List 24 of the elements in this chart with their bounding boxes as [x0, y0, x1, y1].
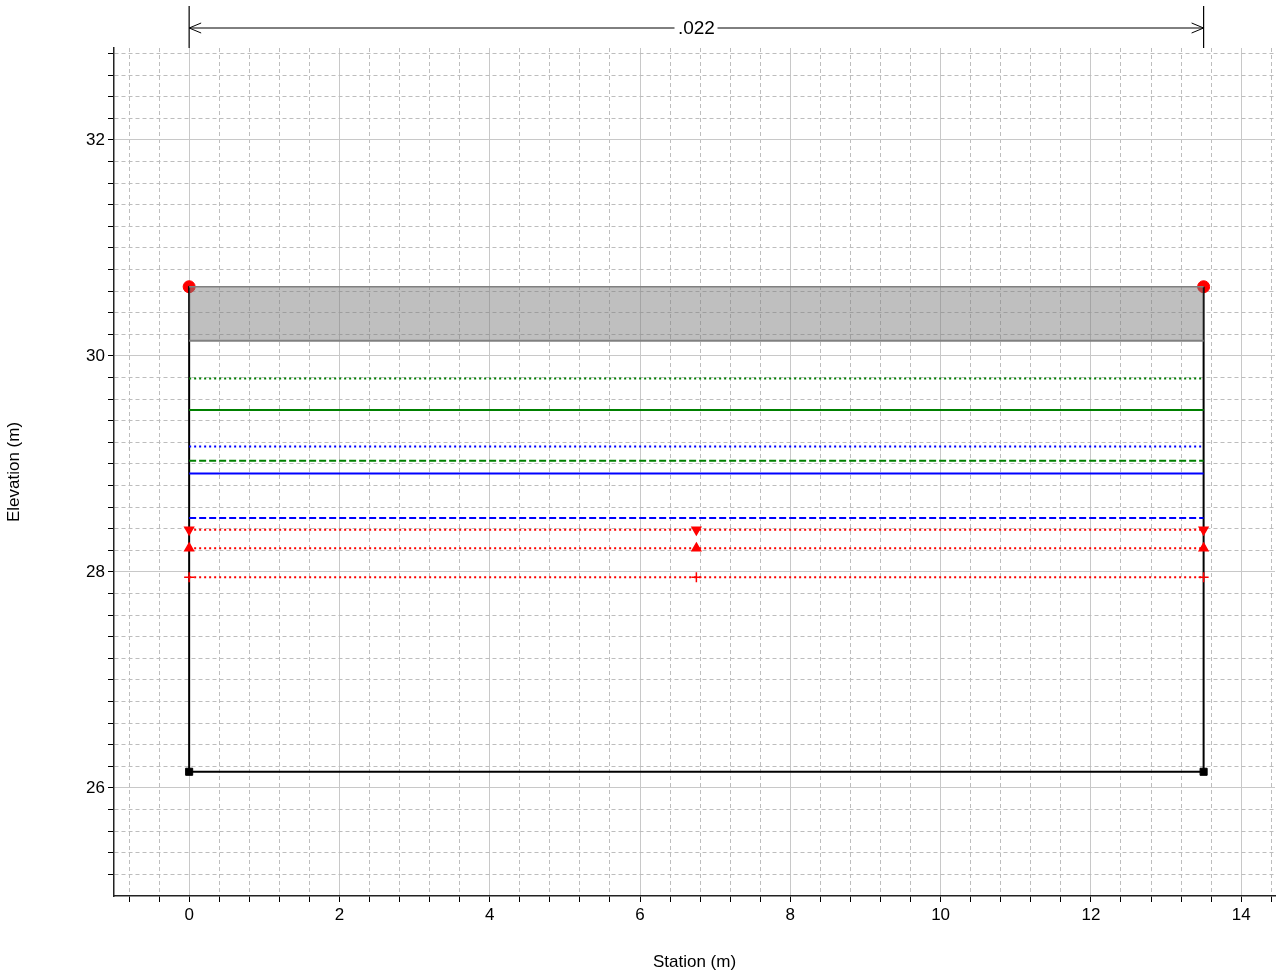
point [1198, 526, 1209, 536]
point [184, 526, 195, 536]
point [1198, 542, 1209, 552]
point [691, 526, 702, 536]
x-tick-label: 14 [1231, 904, 1251, 924]
point [184, 542, 195, 552]
x-tick-label: 4 [484, 904, 495, 924]
y-tick-label: 28 [86, 561, 105, 581]
point [183, 571, 195, 584]
text: .022 [674, 17, 718, 38]
x-tick-label: 12 [1081, 904, 1101, 924]
point [690, 571, 703, 584]
x-tick-label: 8 [785, 904, 796, 924]
point [691, 542, 702, 552]
x-tick-label: 6 [635, 904, 645, 924]
y-tick-label: 32 [86, 129, 105, 149]
y-tick-label: 26 [86, 777, 105, 797]
x-axis-title: Station (m) [652, 952, 737, 972]
point [1197, 571, 1210, 584]
x-tick-label: 10 [931, 904, 951, 924]
y-tick-label: 30 [86, 345, 105, 365]
x-tick-label: 2 [334, 904, 345, 924]
x-tick-label: 0 [184, 904, 194, 924]
y-axis-title: Elevation (m) [3, 421, 23, 523]
